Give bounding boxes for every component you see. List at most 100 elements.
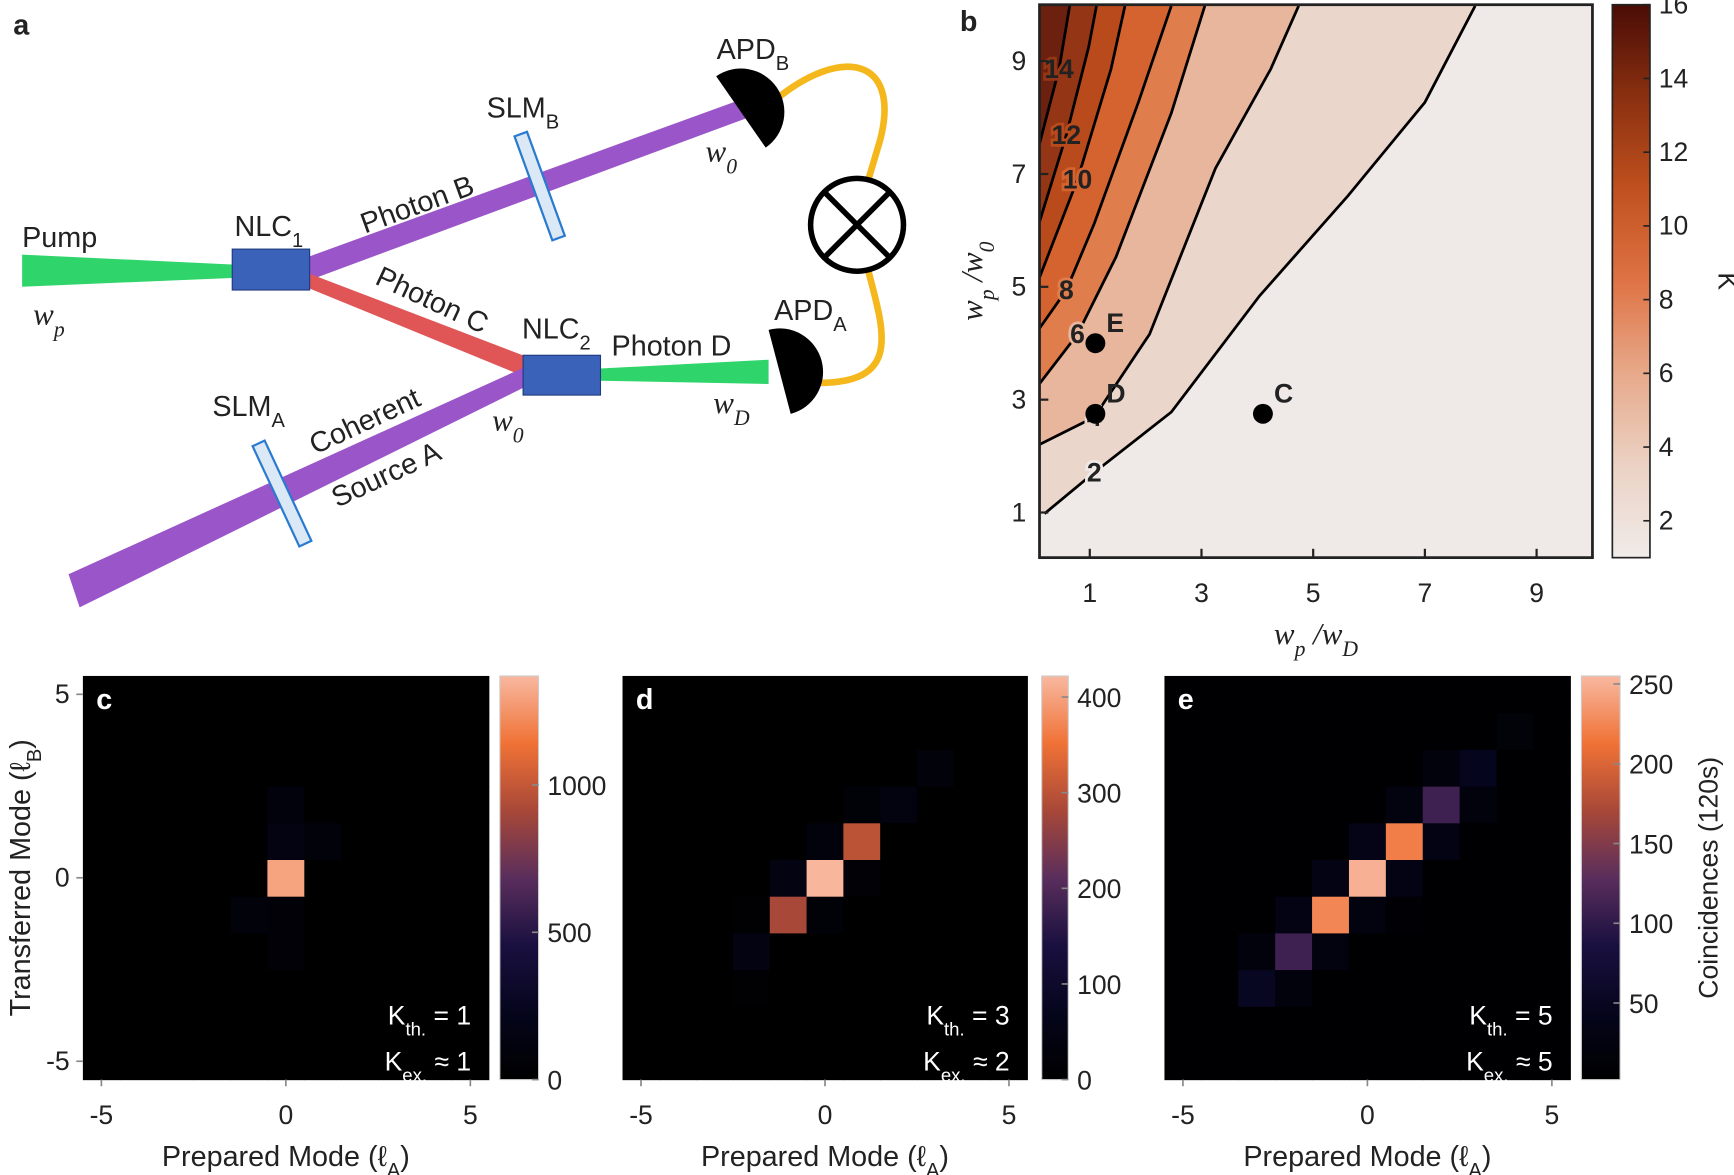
cell bbox=[1238, 932, 1276, 971]
point bbox=[1252, 403, 1273, 424]
colorbar-tick-label: 1000 bbox=[547, 771, 606, 801]
apd-a bbox=[768, 328, 824, 414]
cell bbox=[119, 859, 158, 897]
cell bbox=[1459, 969, 1498, 1007]
text-part: Prepared Mode (ℓ bbox=[162, 1141, 387, 1173]
subscript: p bbox=[1293, 637, 1306, 661]
cell bbox=[451, 1042, 490, 1081]
subscript: A bbox=[926, 1160, 940, 1175]
colorbar-label: Coincidences (120s) bbox=[1693, 757, 1723, 999]
cell bbox=[696, 712, 734, 750]
cell bbox=[659, 712, 697, 750]
cell bbox=[1496, 1006, 1534, 1044]
subscript: ex. bbox=[402, 1064, 427, 1085]
cell bbox=[341, 712, 379, 750]
text-part: K bbox=[388, 1000, 406, 1030]
cell bbox=[156, 749, 195, 787]
point-label: E bbox=[1106, 308, 1124, 338]
cell bbox=[1459, 675, 1498, 714]
cell bbox=[1533, 675, 1571, 714]
cell bbox=[769, 822, 808, 860]
colorbar-tick-label: 100 bbox=[1077, 970, 1121, 1000]
text-part: ) bbox=[400, 1141, 410, 1173]
cell bbox=[659, 896, 697, 934]
cell bbox=[843, 712, 881, 750]
cell bbox=[696, 932, 734, 971]
colorbar-label: K bbox=[1713, 272, 1734, 290]
cell bbox=[843, 675, 881, 714]
cell bbox=[1348, 932, 1387, 971]
subscript: 0 bbox=[975, 241, 999, 252]
cell bbox=[1312, 712, 1350, 750]
cell bbox=[1533, 786, 1571, 824]
text-part: ≈ 1 bbox=[427, 1047, 471, 1077]
cell bbox=[193, 969, 232, 1007]
text-part: = 3 bbox=[965, 1000, 1010, 1030]
contour-label: 10 bbox=[1063, 164, 1093, 194]
cell bbox=[230, 859, 268, 897]
cell bbox=[341, 749, 379, 787]
cell bbox=[696, 786, 734, 824]
cell bbox=[451, 822, 490, 860]
cell bbox=[659, 1042, 697, 1081]
annotation: Kth. = 3 bbox=[926, 1000, 1009, 1038]
cell bbox=[880, 896, 918, 934]
colorbar-tick-label: 0 bbox=[547, 1066, 562, 1096]
cell bbox=[1385, 675, 1424, 714]
cell bbox=[880, 749, 918, 787]
point bbox=[1085, 333, 1106, 354]
cell bbox=[230, 712, 268, 750]
cell bbox=[1385, 932, 1424, 971]
subscript: A bbox=[1468, 1160, 1482, 1175]
cell bbox=[415, 969, 453, 1007]
correlator-cross bbox=[821, 189, 893, 260]
y-tick-label: 5 bbox=[55, 679, 70, 709]
colorbar-tick-label: 10 bbox=[1659, 211, 1689, 241]
slm-a-label: SLMA bbox=[212, 391, 285, 432]
text-part: APD bbox=[774, 295, 833, 327]
x-tick-label: 5 bbox=[463, 1100, 478, 1130]
waist-label: w0 bbox=[492, 402, 524, 447]
annotation: Kth. = 5 bbox=[1469, 1000, 1552, 1038]
cell bbox=[267, 1006, 305, 1044]
cell bbox=[82, 712, 121, 750]
cell bbox=[341, 896, 379, 934]
text-part: ) bbox=[939, 1141, 949, 1173]
cell bbox=[880, 859, 918, 897]
cell bbox=[415, 749, 453, 787]
cell bbox=[1533, 749, 1571, 787]
cell bbox=[341, 786, 379, 824]
text-part: ≈ 5 bbox=[1509, 1047, 1553, 1077]
x-tick-label: 0 bbox=[278, 1100, 293, 1130]
cell bbox=[193, 1006, 232, 1044]
cell bbox=[1422, 932, 1461, 971]
cell bbox=[1422, 969, 1461, 1007]
colorbar-tick-label: 8 bbox=[1659, 284, 1674, 314]
cell bbox=[953, 859, 992, 897]
subscript: 0 bbox=[726, 155, 737, 179]
cell bbox=[341, 1042, 379, 1081]
cell bbox=[119, 786, 158, 824]
y-tick-label: 0 bbox=[55, 863, 70, 893]
cell bbox=[304, 1042, 342, 1081]
cell bbox=[732, 896, 771, 934]
cell bbox=[451, 932, 490, 971]
cell bbox=[1422, 1042, 1461, 1081]
colorbar-tick-label: 2 bbox=[1659, 506, 1674, 536]
cell bbox=[1201, 932, 1239, 971]
y-tick-label: 7 bbox=[1011, 159, 1026, 189]
cell bbox=[1275, 786, 1313, 824]
cell bbox=[267, 712, 305, 750]
panel-label: e bbox=[1178, 684, 1194, 716]
cell bbox=[119, 675, 158, 714]
cell bbox=[1459, 1042, 1498, 1081]
cell bbox=[1496, 1042, 1534, 1081]
cell bbox=[378, 932, 416, 971]
cell bbox=[304, 786, 342, 824]
cell bbox=[1459, 749, 1498, 787]
cell bbox=[82, 932, 121, 971]
cell bbox=[732, 822, 771, 860]
cell bbox=[769, 786, 808, 824]
cell bbox=[1459, 822, 1498, 860]
cell bbox=[843, 969, 881, 1007]
